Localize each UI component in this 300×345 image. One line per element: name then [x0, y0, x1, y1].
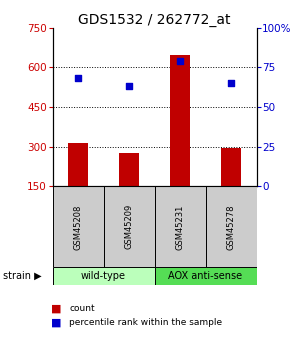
- Text: GSM45278: GSM45278: [226, 204, 236, 249]
- Point: [127, 83, 131, 89]
- Text: percentile rank within the sample: percentile rank within the sample: [69, 318, 222, 327]
- Text: GSM45209: GSM45209: [124, 204, 134, 249]
- Point: [76, 76, 80, 81]
- Bar: [154, 267, 256, 285]
- Bar: [52, 267, 154, 285]
- Title: GDS1532 / 262772_at: GDS1532 / 262772_at: [78, 12, 231, 27]
- Bar: [154, 186, 206, 267]
- Text: GSM45231: GSM45231: [176, 204, 184, 249]
- Point: [229, 80, 233, 86]
- Text: strain ▶: strain ▶: [3, 271, 42, 281]
- Bar: [52, 186, 104, 267]
- Bar: [206, 186, 256, 267]
- Bar: [103, 186, 154, 267]
- Bar: [68, 142, 88, 186]
- Text: GSM45208: GSM45208: [74, 204, 82, 249]
- Text: wild-type: wild-type: [81, 271, 126, 281]
- Bar: [221, 148, 241, 186]
- Text: ■: ■: [51, 304, 62, 314]
- Point: [178, 58, 182, 64]
- Text: ■: ■: [51, 318, 62, 327]
- Text: AOX anti-sense: AOX anti-sense: [168, 271, 243, 281]
- Bar: [119, 153, 139, 186]
- Bar: [170, 55, 190, 186]
- Text: count: count: [69, 304, 94, 313]
